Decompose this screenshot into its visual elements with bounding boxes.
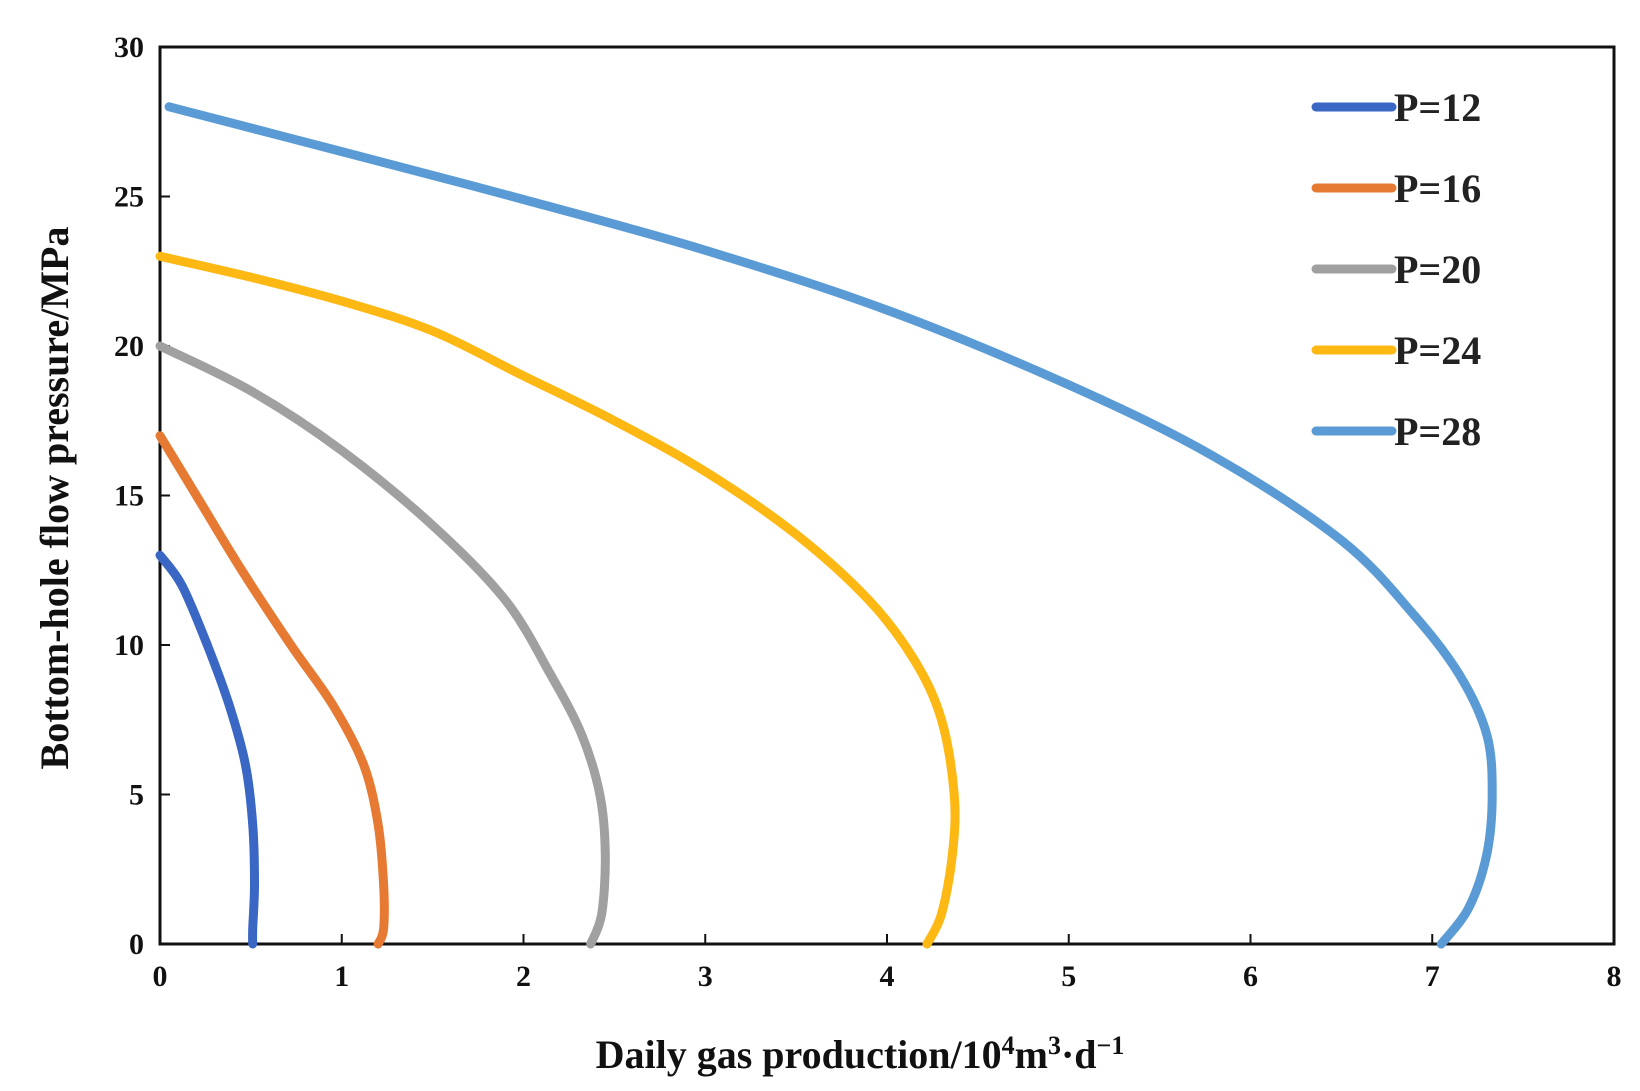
y-tick-label: 5: [129, 779, 144, 812]
x-tick-label: 1: [334, 960, 349, 993]
x-tick-label: 0: [153, 960, 168, 993]
y-tick-label: 25: [114, 181, 144, 214]
y-tick-label: 20: [114, 330, 144, 363]
y-tick-label: 15: [114, 480, 144, 513]
y-tick-label: 0: [129, 928, 144, 961]
y-tick-label: 10: [114, 629, 144, 662]
axis-ticks: 0 1 2 3 4 5 6 7 8 0 5 10 15 20 25 30: [114, 31, 1622, 993]
series-line-p-16: [155, 431, 389, 949]
legend-label: P=28: [1394, 409, 1481, 454]
x-tick-label: 2: [516, 960, 531, 993]
y-axis-title: Bottom-hole flow pressure/MPa: [32, 227, 77, 770]
series-line-p-12: [155, 550, 259, 949]
x-tick-label: 6: [1243, 960, 1258, 993]
x-tick-label: 5: [1061, 960, 1076, 993]
legend-label: P=24: [1394, 328, 1481, 373]
legend: P=12 P=16 P=20 P=24 P=28: [1311, 85, 1481, 454]
y-tick-label: 30: [114, 31, 144, 64]
x-axis-title: Daily gas production/104m3·d−1: [596, 1031, 1125, 1077]
legend-label: P=20: [1394, 247, 1481, 292]
series-line-p-20: [155, 341, 610, 949]
x-tick-label: 7: [1425, 960, 1440, 993]
x-tick-label: 3: [698, 960, 713, 993]
x-tick-label: 8: [1607, 960, 1622, 993]
x-tick-label: 4: [880, 960, 895, 993]
series-line-p-24: [155, 251, 960, 949]
series-layer: [155, 102, 1497, 949]
legend-label: P=12: [1394, 85, 1481, 130]
legend-label: P=16: [1394, 166, 1481, 211]
series-line-p-28: [164, 102, 1497, 949]
